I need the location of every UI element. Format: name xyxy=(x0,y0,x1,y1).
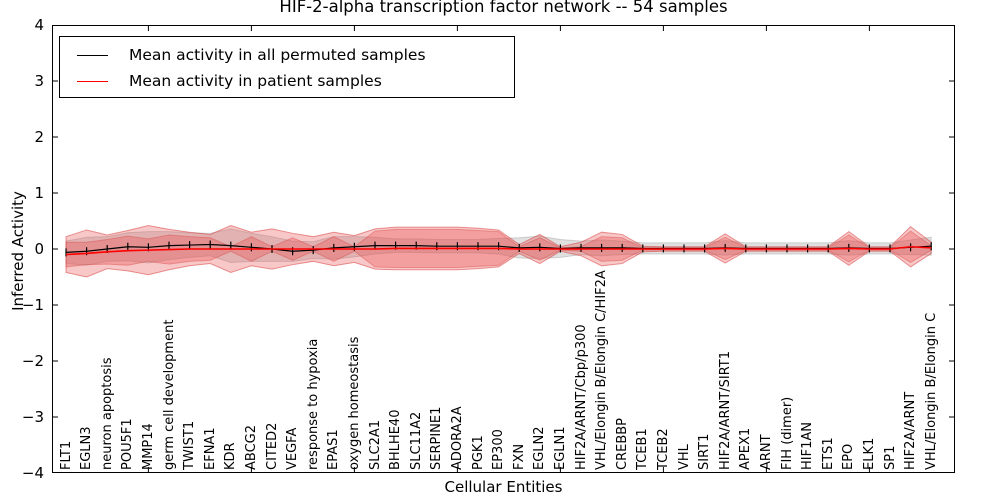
x-tick-label: VHL/Elongin B/Elongin C xyxy=(923,312,939,470)
y-tick-label: 4 xyxy=(34,16,44,34)
x-tick-label: FIH (dimer) xyxy=(779,396,795,470)
x-tick-label: APEX1 xyxy=(738,427,754,470)
patient-mean-line xyxy=(65,245,932,256)
legend-item-permuted: Mean activity in all permuted samples xyxy=(60,40,514,70)
x-tick-label: TCEB1 xyxy=(635,428,651,470)
x-tick-label: EGLN1 xyxy=(552,426,568,470)
x-tick-label: HIF2A/ARNT xyxy=(903,391,919,470)
permuted-line-swatch xyxy=(77,54,108,56)
x-tick-label: HIF2A/ARNT/SIRT1 xyxy=(717,351,733,470)
x-tick-label: HIF1AN xyxy=(800,422,816,470)
x-tick-label: KDR xyxy=(223,442,239,470)
x-tick-label: ELK1 xyxy=(861,437,877,470)
x-tick-label: VEGFA xyxy=(285,427,301,470)
legend-label: Mean activity in all permuted samples xyxy=(129,46,426,64)
y-tick-label: 2 xyxy=(34,128,44,146)
y-tick-label: −2 xyxy=(21,352,44,370)
x-tick-label: FXN xyxy=(511,443,527,470)
legend-label: Mean activity in patient samples xyxy=(129,72,382,90)
x-tick-label: HIF2A/ARNT/Cbp/p300 xyxy=(573,324,589,470)
chart-title: HIF-2-alpha transcription factor network… xyxy=(279,0,728,16)
x-tick-label: EGLN2 xyxy=(532,426,548,470)
y-tick-label: 1 xyxy=(34,184,44,202)
x-tick-label: EFNA1 xyxy=(202,427,218,470)
legend-item-patient: Mean activity in patient samples xyxy=(60,66,514,96)
x-tick-label: VHL/Elongin B/Elongin C/HIF2A xyxy=(594,270,610,470)
x-tick-label: PGK1 xyxy=(470,435,486,470)
x-tick-label: SP1 xyxy=(882,445,898,470)
x-tick-label: ADORA2A xyxy=(449,406,465,470)
x-tick-label: CREBBP xyxy=(614,418,630,470)
x-tick-label: EPAS1 xyxy=(326,429,342,470)
x-tick-label: response to hypoxia xyxy=(305,338,321,470)
x-tick-label: SIRT1 xyxy=(697,433,713,470)
x-tick-label: EP300 xyxy=(491,429,507,470)
x-tick-label: EPO xyxy=(841,443,857,470)
x-tick-label: germ cell development xyxy=(161,319,177,470)
x-tick-label: SLC11A2 xyxy=(408,411,424,470)
x-tick-label: oxygen homeostasis xyxy=(346,336,362,470)
patient-line-swatch xyxy=(77,80,108,82)
x-tick-label: SERPINE1 xyxy=(429,406,445,470)
patient-std-band-outer xyxy=(65,224,932,278)
x-tick-label: ABCG2 xyxy=(243,424,259,470)
x-tick-label: BHLHE40 xyxy=(388,409,404,470)
x-tick-label: SLC2A1 xyxy=(367,419,383,470)
x-tick-label: TCEB2 xyxy=(655,428,671,470)
x-tick-label: POU5F1 xyxy=(120,418,136,470)
y-tick-label: 0 xyxy=(34,240,44,258)
x-tick-label: neuron apoptosis xyxy=(99,357,115,471)
x-tick-label: FLT1 xyxy=(58,440,74,470)
x-tick-label: CITED2 xyxy=(264,422,280,470)
legend: Mean activity in all permuted samples Me… xyxy=(59,36,515,98)
plot-canvas xyxy=(52,25,955,473)
x-tick-label: EGLN3 xyxy=(79,426,95,470)
y-tick-label: −3 xyxy=(21,408,44,426)
x-axis-label: Cellular Entities xyxy=(444,478,563,496)
x-tick-label: ETS1 xyxy=(820,437,836,470)
y-tick-label: −4 xyxy=(21,464,44,482)
x-tick-label: VHL xyxy=(676,444,692,470)
x-tick-label: MMP14 xyxy=(140,423,156,470)
y-tick-label: 3 xyxy=(34,72,44,90)
x-tick-label: ARNT xyxy=(758,434,774,470)
y-tick-label: −1 xyxy=(21,296,44,314)
x-tick-label: TWIST1 xyxy=(182,420,198,470)
